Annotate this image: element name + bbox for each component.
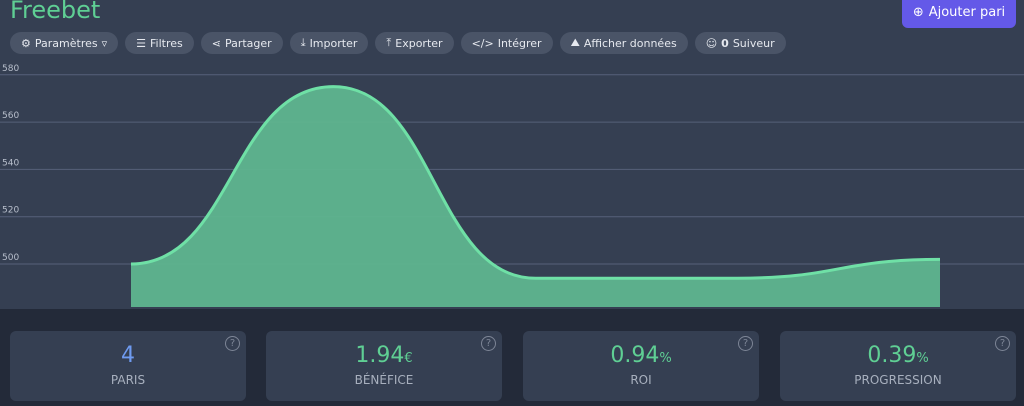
help-icon[interactable]: ? [481,336,496,351]
show-data-button[interactable]: ⛰ Afficher données [559,32,688,54]
help-icon[interactable]: ? [995,336,1010,351]
export-icon: ⤒ [386,36,392,49]
add-bet-button[interactable]: ⊕ Ajouter pari [902,0,1016,28]
import-icon: ⤓ [300,36,306,49]
share-button[interactable]: ⋖ Partager [200,32,283,54]
sliders-icon: ☰ [136,36,146,50]
embed-button[interactable]: </> Intégrer [460,32,553,54]
toolbar: ⚙ Paramètres ▿ ☰ Filtres ⋖ Partager ⤓ Importe… [10,32,786,54]
chevron-down-icon: ▿ [101,36,108,50]
export-button[interactable]: ⤒ Exporter [375,32,454,54]
filters-button[interactable]: ☰ Filtres [125,32,194,54]
y-tick-label: 580 [2,64,19,74]
series-line [130,85,941,280]
code-icon: </> [471,36,494,50]
stat-card-roi: ? 0.94% ROI [523,331,759,401]
chart-icon: ⛰ [570,36,580,49]
settings-button[interactable]: ⚙ Paramètres ▿ [10,32,119,54]
y-tick-label: 540 [2,158,19,168]
import-button[interactable]: ⤓ Importer [289,32,369,54]
users-icon: ☺ [705,36,718,50]
help-icon[interactable]: ? [738,336,753,351]
help-icon[interactable]: ? [225,336,240,351]
y-tick-label: 520 [2,206,19,216]
plus-circle-icon: ⊕ [912,4,924,20]
y-tick-label: 500 [2,253,19,263]
followers-button[interactable]: ☺ 0 Suiveur [694,32,786,54]
y-tick-label: 560 [2,111,19,121]
profit-chart: 500 520 540 560 580 [0,64,1024,307]
page-title: Freebet [10,0,101,24]
share-icon: ⋖ [211,36,221,50]
stats-panel: ? 4 PARIS ? 1.94€ BÉNÉFICE ? 0.94% ROI ? 0.39% P… [0,309,1024,406]
stat-card-profit: ? 1.94€ BÉNÉFICE [266,331,502,401]
stat-card-progression: ? 0.39% PROGRESSION [780,331,1016,401]
area-fill [131,86,940,307]
stat-card-bets: ? 4 PARIS [10,331,246,401]
gears-icon: ⚙ [21,36,31,50]
